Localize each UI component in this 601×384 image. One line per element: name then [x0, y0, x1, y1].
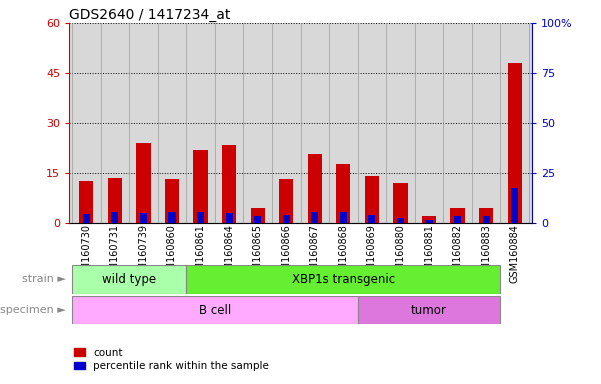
Text: tumor: tumor — [411, 304, 447, 316]
Text: XBP1s transgenic: XBP1s transgenic — [292, 273, 395, 286]
Bar — [451, 208, 465, 223]
Bar — [508, 63, 522, 223]
Bar — [368, 215, 376, 223]
Bar — [308, 154, 322, 223]
Bar — [483, 216, 490, 223]
Bar — [197, 212, 204, 223]
Text: wild type: wild type — [102, 273, 156, 286]
Bar — [79, 181, 93, 223]
Bar — [194, 149, 208, 223]
Bar — [365, 176, 379, 223]
Bar — [168, 212, 175, 223]
Bar — [83, 214, 90, 223]
Bar — [140, 213, 147, 223]
Bar — [222, 144, 236, 223]
Bar — [72, 265, 186, 294]
Bar — [279, 179, 293, 223]
Bar — [397, 218, 404, 223]
Bar — [165, 179, 179, 223]
Bar — [111, 212, 118, 223]
Legend: count, percentile rank within the sample: count, percentile rank within the sample — [75, 348, 269, 371]
Bar — [454, 216, 461, 223]
Bar — [511, 188, 518, 223]
Bar — [136, 143, 150, 223]
Bar — [340, 212, 347, 223]
Bar — [251, 208, 265, 223]
Bar — [225, 213, 233, 223]
Bar — [336, 164, 350, 223]
Bar — [393, 183, 407, 223]
Bar — [186, 265, 501, 294]
Bar — [479, 208, 493, 223]
Bar — [426, 220, 433, 223]
Text: strain ►: strain ► — [22, 274, 66, 285]
Bar — [108, 178, 122, 223]
Bar — [282, 215, 290, 223]
Bar — [72, 296, 358, 324]
Text: specimen ►: specimen ► — [1, 305, 66, 315]
Bar — [311, 212, 319, 223]
Text: B cell: B cell — [199, 304, 231, 316]
Bar — [254, 216, 261, 223]
Bar — [422, 216, 436, 223]
Text: GDS2640 / 1417234_at: GDS2640 / 1417234_at — [69, 8, 231, 22]
Bar — [358, 296, 501, 324]
